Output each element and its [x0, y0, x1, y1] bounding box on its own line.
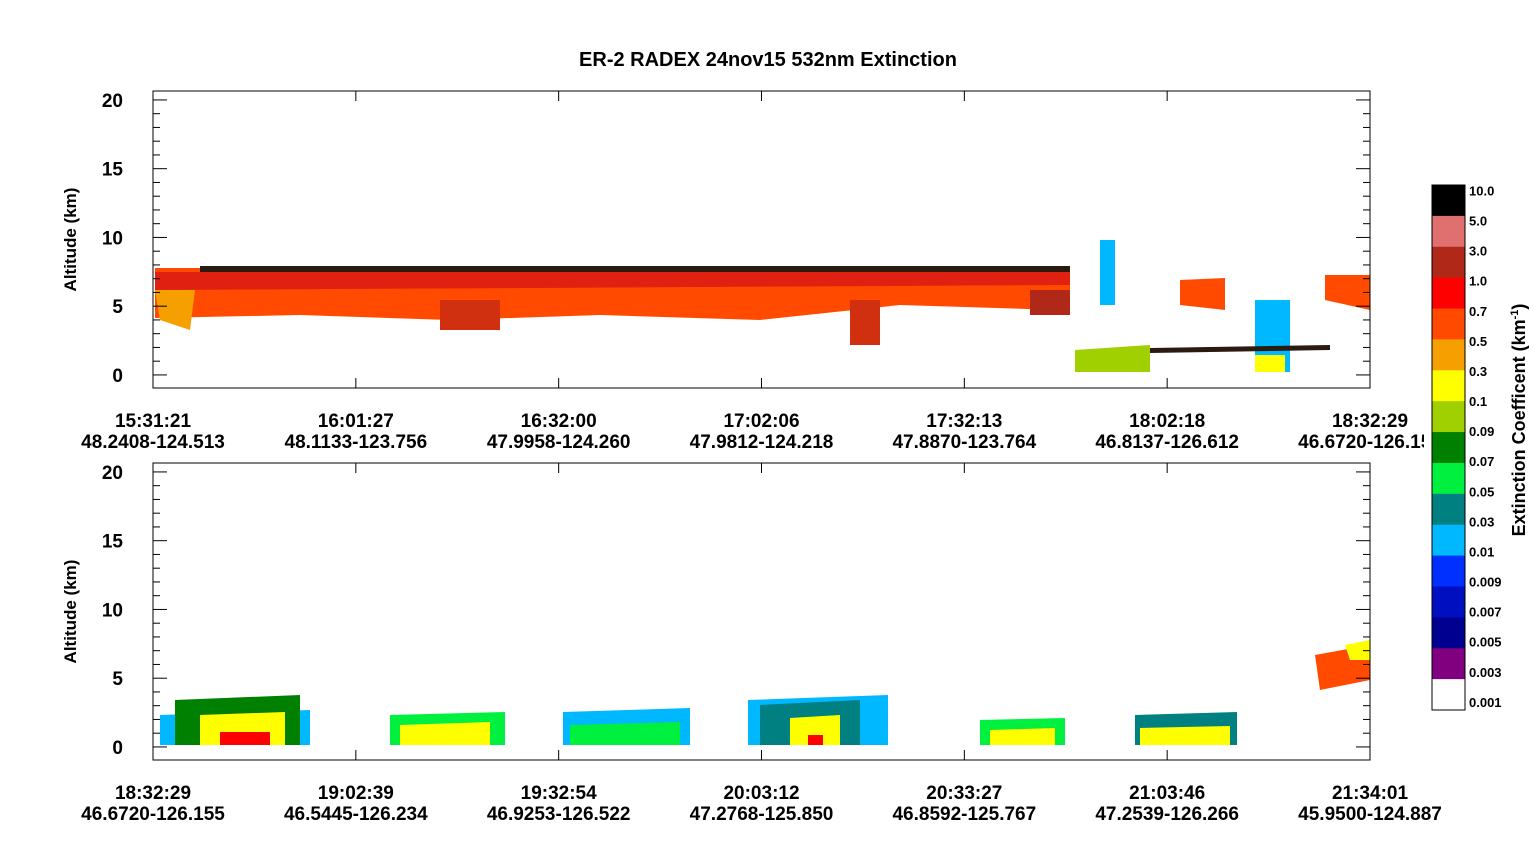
colorbar-label: 10.0 — [1469, 183, 1494, 198]
colorbar-swatch — [1432, 493, 1465, 526]
x-position-label: 46.6720-126.155 — [1298, 432, 1442, 453]
colorbar-title-part: ) — [1509, 304, 1529, 310]
x-position-label: 47.2539-126.266 — [1095, 804, 1239, 825]
y-tick-label: 15 — [102, 160, 124, 181]
colorbar-label: 0.05 — [1469, 484, 1494, 499]
colorbar-swatch — [1432, 586, 1465, 618]
y-tick-label: 20 — [102, 463, 123, 484]
colorbar-title-part: Extinction Coefficent (km — [1509, 319, 1529, 536]
x-tick-label: 18:02:18 — [1129, 411, 1205, 432]
x-tick-label: 18:32:29 — [115, 783, 191, 804]
x-tick-label: 16:32:00 — [521, 411, 597, 432]
colorbar-swatch — [1432, 679, 1465, 711]
x-position-label: 46.6720-126.155 — [81, 804, 225, 825]
y-axis-label: Altitude (km) — [61, 188, 80, 292]
x-position-label: 47.9812-124.218 — [690, 432, 834, 453]
colorbar-label: 0.005 — [1469, 635, 1502, 650]
x-tick-label: 20:03:12 — [723, 783, 799, 804]
x-tick-label: 17:02:06 — [723, 411, 799, 432]
x-position-label: 46.8592-125.767 — [892, 804, 1036, 825]
colorbar-label: 0.01 — [1469, 544, 1494, 559]
x-tick-label: 21:03:46 — [1129, 783, 1205, 804]
cloud-curtain-bottom — [160, 640, 1370, 745]
colorbar-label: 0.09 — [1469, 424, 1494, 439]
colorbar-swatch — [1432, 215, 1465, 248]
x-position-label: 48.2408-124.513 — [81, 432, 225, 453]
x-tick-label: 17:32:13 — [926, 411, 1002, 432]
colorbar-title-part: -1 — [1509, 310, 1521, 320]
colorbar-swatch — [1432, 339, 1465, 371]
colorbar-swatch — [1432, 432, 1465, 464]
chart-title: ER-2 RADEX 24nov15 532nm Extinction — [579, 49, 957, 71]
colorbar-swatch — [1432, 524, 1465, 557]
x-tick-label: 16:01:27 — [318, 411, 394, 432]
x-tick-label: 19:32:54 — [521, 783, 597, 804]
colorbar-swatch — [1432, 246, 1465, 279]
colorbar-label: 0.3 — [1469, 364, 1487, 379]
colorbar-label: 0.07 — [1469, 454, 1494, 469]
y-axis-label: Altitude (km) — [61, 560, 80, 664]
colorbar-swatch — [1432, 308, 1465, 340]
x-position-label: 47.2768-125.850 — [690, 804, 834, 825]
x-position-label: 45.9500-124.887 — [1298, 804, 1442, 825]
colorbar-swatch — [1432, 617, 1465, 649]
cloud-curtain-top — [155, 240, 1370, 372]
x-position-label: 46.5445-126.234 — [284, 804, 428, 825]
x-position-label: 47.9958-124.260 — [487, 432, 631, 453]
x-position-label: 47.8870-123.764 — [892, 432, 1036, 453]
colorbar-swatch — [1432, 648, 1465, 680]
colorbar-swatch — [1432, 185, 1465, 217]
x-position-label: 46.9253-126.522 — [487, 804, 631, 825]
y-tick-label: 0 — [112, 738, 123, 759]
colorbar-label: 1.0 — [1469, 274, 1487, 289]
y-tick-label: 0 — [112, 366, 123, 387]
colorbar-title: Extinction Coefficent (km-1) — [1509, 304, 1529, 537]
colorbar-label: 0.001 — [1469, 695, 1502, 710]
x-position-label: 46.8137-126.612 — [1095, 432, 1239, 453]
colorbar-label: 0.009 — [1469, 575, 1502, 590]
y-tick-label: 10 — [102, 600, 123, 621]
colorbar-swatch — [1432, 555, 1465, 587]
colorbar-swatch — [1432, 401, 1465, 433]
x-position-label: 48.1133-123.756 — [285, 432, 428, 453]
colorbar-label: 0.1 — [1469, 394, 1487, 409]
y-tick-label: 5 — [112, 669, 123, 690]
colorbar-frame — [1431, 184, 1466, 711]
colorbar-label: 0.7 — [1469, 304, 1487, 319]
colorbar-label: 0.03 — [1469, 514, 1494, 529]
y-tick-label: 5 — [112, 297, 123, 318]
y-tick-label: 15 — [102, 532, 124, 553]
colorbar-label: 3.0 — [1469, 244, 1487, 259]
colorbar-swatch — [1432, 370, 1465, 402]
colorbar-label: 5.0 — [1469, 214, 1487, 229]
colorbar-swatch — [1432, 277, 1465, 310]
colorbar-label: 0.007 — [1469, 605, 1502, 620]
y-tick-label: 10 — [102, 228, 123, 249]
x-tick-label: 18:32:29 — [1332, 411, 1408, 432]
colorbar-label: 0.003 — [1469, 665, 1502, 680]
colorbar-swatch — [1432, 462, 1465, 495]
x-tick-label: 15:31:21 — [115, 411, 191, 432]
colorbar-label: 0.5 — [1469, 334, 1487, 349]
x-tick-label: 20:33:27 — [926, 783, 1002, 804]
x-tick-label: 21:34:01 — [1332, 783, 1408, 804]
y-tick-label: 20 — [102, 91, 123, 112]
x-tick-label: 19:02:39 — [318, 783, 394, 804]
